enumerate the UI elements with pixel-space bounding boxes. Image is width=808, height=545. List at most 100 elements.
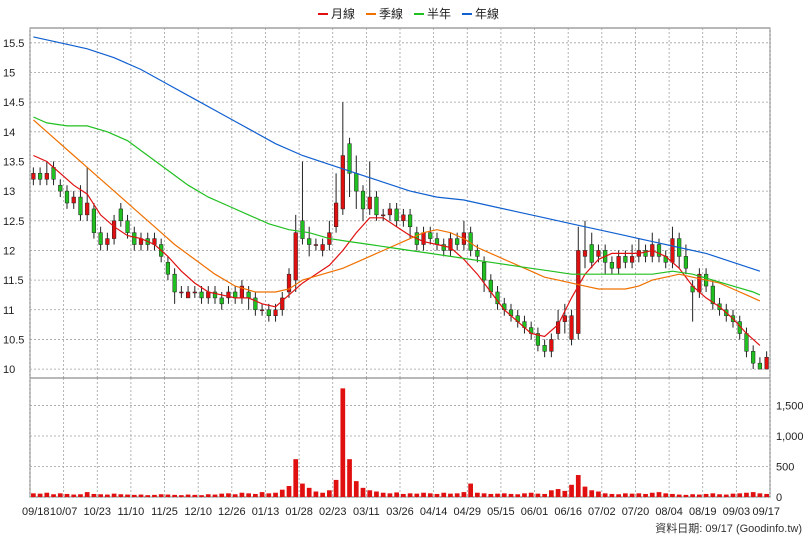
volume-bar-85 (602, 493, 608, 497)
candle-body-45 (333, 202, 339, 227)
x-tick-label-1: 10/07 (50, 506, 78, 518)
candle-body-41 (307, 238, 312, 245)
volume-bar-45 (333, 479, 339, 497)
volume-bar-25 (199, 495, 204, 497)
volume-bar-8 (84, 492, 90, 497)
volume-panel: 0 500 1,000 1,500 (29, 377, 804, 504)
x-tick-label-3: 11/10 (118, 506, 145, 518)
candle-body-28 (219, 297, 224, 305)
volume-bar-33 (253, 493, 258, 497)
volume-bar-13 (118, 494, 124, 497)
volume-bar-15 (131, 494, 137, 497)
candle-body-81 (576, 250, 581, 334)
candle-body-32 (246, 291, 251, 299)
candle-body-51 (374, 196, 379, 216)
x-tick-label-4: 11/25 (151, 506, 178, 518)
price-tick-label-8: 14 (3, 127, 15, 139)
volume-bar-98 (690, 494, 695, 497)
legend-label-0: 月線 (331, 6, 355, 21)
volume-bar-34 (259, 492, 265, 497)
volume-bar-46 (340, 388, 346, 497)
volume-bar-0 (31, 493, 36, 497)
volume-bar-7 (78, 494, 83, 497)
candle-body-2 (44, 173, 49, 180)
x-tick-label-17: 07/02 (588, 506, 616, 518)
candle-body-61 (441, 244, 446, 251)
price-tick-label-2: 11 (3, 305, 14, 317)
candle-body-21 (172, 273, 177, 293)
candle-body-6 (71, 196, 76, 204)
volume-bar-16 (138, 494, 144, 497)
candle-body-58 (421, 232, 426, 245)
price-tick-label-6: 13 (3, 186, 15, 198)
volume-bar-52 (380, 492, 386, 497)
volume-bar-69 (495, 493, 500, 497)
candle-body-109 (764, 356, 769, 370)
candle-body-86 (609, 262, 615, 269)
x-tick-label-22: 09/17 (752, 506, 780, 518)
candle-body-50 (367, 196, 372, 210)
volume-bar-5 (64, 493, 70, 497)
price-tick-label-7: 13.5 (3, 156, 24, 168)
vol-tick-label-0: 0 (776, 492, 782, 504)
volume-bar-48 (353, 481, 359, 497)
candle-body-88 (623, 256, 628, 263)
candle-body-29 (226, 291, 231, 299)
price-tick-label-11: 15.5 (3, 38, 24, 50)
source-label: 資料日期: 09/17 (Goodinfo.tw) (655, 521, 802, 535)
volume-bar-90 (636, 493, 642, 497)
candle-body-62 (448, 238, 453, 251)
volume-bars (31, 388, 769, 497)
volume-bar-24 (192, 494, 198, 497)
candle-body-87 (616, 256, 621, 269)
volume-bar-71 (508, 493, 514, 497)
price-tick-label-1: 10.5 (3, 334, 24, 346)
volume-bar-99 (697, 494, 702, 497)
candle-body-42 (313, 244, 319, 246)
volume-bar-30 (232, 494, 238, 497)
volume-bar-14 (125, 494, 130, 497)
volume-bar-70 (501, 493, 507, 497)
candle-body-48 (354, 173, 359, 192)
candle-body-8 (85, 202, 90, 216)
volume-bar-73 (522, 493, 527, 497)
candle-body-59 (428, 232, 433, 239)
volume-bar-100 (703, 493, 709, 497)
volume-bar-40 (300, 483, 305, 497)
volume-bar-22 (179, 495, 184, 497)
volume-bar-74 (528, 492, 534, 497)
candle-body-89 (629, 256, 635, 263)
candle-body-82 (582, 250, 588, 257)
candle-body-84 (596, 250, 601, 257)
volume-bar-62 (448, 493, 453, 497)
candle-body-106 (744, 333, 749, 352)
price-tick-label-5: 12.5 (3, 216, 24, 228)
candle-body-97 (683, 256, 689, 269)
volume-bar-2 (44, 492, 50, 497)
volume-bar-28 (219, 493, 225, 497)
volume-bar-82 (582, 486, 588, 497)
volume-bar-59 (427, 493, 433, 497)
x-tick-label-20: 08/19 (689, 506, 717, 518)
price-tick-label-10: 15 (3, 67, 15, 79)
candle-body-12 (111, 220, 117, 239)
volume-bar-21 (172, 494, 177, 497)
volume-bar-65 (468, 483, 473, 497)
volume-bar-35 (266, 493, 272, 497)
candle-body-20 (165, 262, 171, 275)
volume-bar-64 (461, 492, 467, 497)
volume-bar-38 (286, 486, 292, 497)
candle-body-75 (535, 333, 541, 346)
candle-body-95 (670, 238, 675, 263)
volume-bar-12 (111, 493, 117, 497)
volume-bar-72 (515, 494, 521, 497)
candle-body-14 (125, 220, 130, 233)
volume-bar-57 (414, 493, 420, 497)
volume-bar-31 (239, 492, 245, 497)
volume-bar-76 (542, 493, 547, 497)
volume-bar-96 (676, 494, 682, 497)
x-tick-label-12: 04/14 (420, 506, 448, 518)
price-tick-label-4: 12 (3, 245, 15, 257)
